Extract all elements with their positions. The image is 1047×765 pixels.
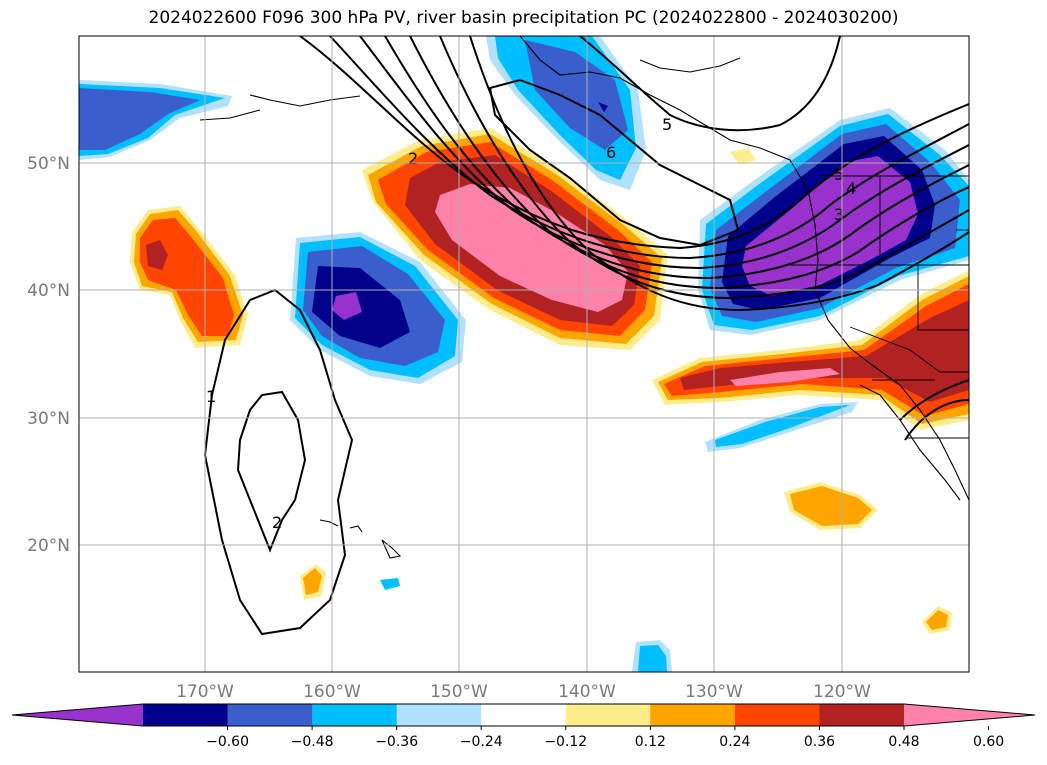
colorbar-segment	[481, 704, 567, 726]
colorbar-tick-label: −0.48	[291, 734, 334, 750]
colorbar-tick-label: 0.12	[635, 734, 666, 750]
colorbar-outline	[11, 703, 1036, 727]
colorbar-segment	[312, 704, 398, 726]
contour-label: 5	[834, 165, 844, 184]
lat-tick-label: 40°N	[27, 281, 70, 301]
colorbar-segment	[396, 704, 482, 726]
pv-contour-2-loop	[236, 390, 307, 553]
lat-tick-label: 50°N	[27, 154, 70, 174]
map-title: 2024022600 F096 300 hPa PV, river basin …	[148, 8, 899, 28]
lon-tick-labels: 170°W 160°W 150°W 140°W 130°W 120°W	[176, 682, 871, 702]
contour-labels: 1 2 2 3 4 5 5 6	[206, 115, 856, 532]
contour-label: 1	[206, 387, 216, 406]
map-frame	[78, 35, 970, 673]
colorbar-segment	[227, 704, 313, 726]
lon-tick-label: 160°W	[303, 682, 361, 702]
colorbar-extend-high	[904, 704, 1035, 726]
lon-tick-label: 150°W	[430, 682, 488, 702]
lon-tick-label: 140°W	[558, 682, 616, 702]
colorbar-tick-label: −0.12	[544, 734, 587, 750]
positive-precip-anomalies	[130, 128, 969, 634]
colorbar-segment	[565, 704, 651, 726]
lat-tick-labels: 50°N 40°N 30°N 20°N	[27, 154, 70, 556]
colorbar-tick-label: −0.60	[206, 734, 249, 750]
colorbar-segment	[143, 704, 229, 726]
contour-label: 2	[272, 513, 282, 532]
gridlines	[79, 36, 969, 672]
colorbar-tick-label: 0.60	[973, 734, 1004, 750]
colorbar-tick-label: 0.36	[804, 734, 835, 750]
colorbar-tick-label: 0.24	[719, 734, 750, 750]
colorbar-tick-label: 0.48	[888, 734, 919, 750]
contour-label: 5	[662, 115, 672, 134]
pv-contour-1-loop	[203, 288, 354, 636]
coastlines	[199, 36, 969, 559]
negative-precip-anomalies	[79, 36, 969, 672]
pv-contour-6-loop	[488, 78, 740, 247]
colorbar-segment	[734, 704, 820, 726]
lat-tick-label: 30°N	[27, 409, 70, 429]
contour-label: 6	[606, 143, 616, 162]
colorbar-segment	[819, 704, 905, 726]
contour-label: 4	[846, 179, 856, 198]
lon-tick-label: 130°W	[685, 682, 743, 702]
map-area: 1 2 2 3 4 5 5 6	[79, 36, 969, 672]
lon-tick-label: 120°W	[813, 682, 871, 702]
colorbar-extend-low	[12, 704, 143, 726]
lat-tick-label: 20°N	[27, 536, 70, 556]
colorbar: −0.60 −0.48 −0.36 −0.24 −0.12 0.12 0.24 0.36 0.4…	[11, 703, 1036, 750]
colorbar-segment	[650, 704, 736, 726]
lon-tick-label: 170°W	[176, 682, 234, 702]
borders	[790, 175, 969, 439]
contour-label: 3	[834, 205, 844, 224]
colorbar-tick-label: −0.36	[375, 734, 418, 750]
colorbar-tick-label: −0.24	[460, 734, 503, 750]
contour-label: 2	[408, 149, 418, 168]
